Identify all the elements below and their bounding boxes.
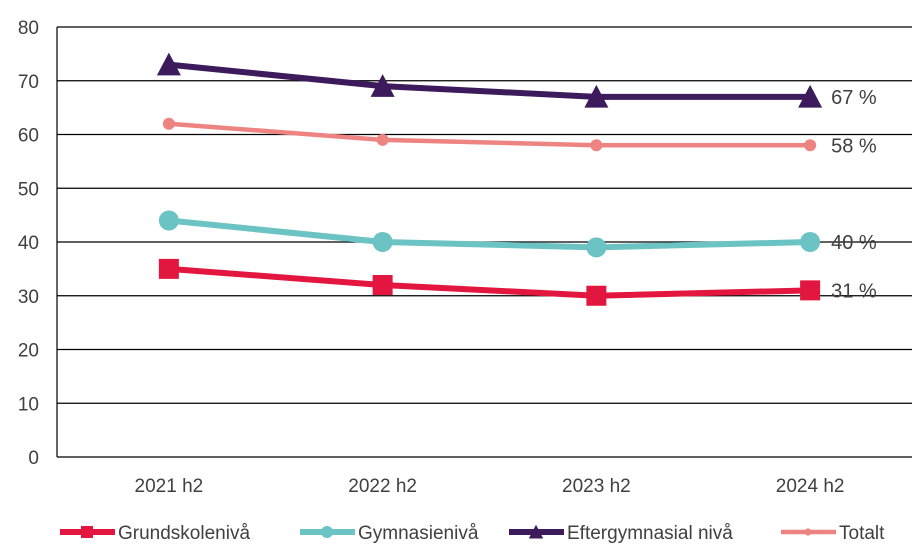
data-point	[370, 74, 395, 97]
series-1	[158, 258, 821, 306]
x-tick-label: 2024 h2	[776, 476, 845, 497]
series-3	[156, 52, 823, 108]
x-tick-label: 2023 h2	[562, 476, 631, 497]
data-point	[156, 52, 181, 76]
y-tick-label: 40	[18, 233, 39, 254]
data-point	[800, 232, 821, 252]
legend-marker	[321, 526, 333, 538]
y-tick-label: 10	[18, 394, 39, 415]
legend-item: Grundskolenivå	[60, 523, 250, 544]
x-tick-label: 2022 h2	[348, 476, 417, 497]
data-point	[372, 275, 393, 295]
legend-marker	[528, 524, 544, 539]
legend: Grundskolenivå Gymnasienivå Eftergymnasial…	[60, 523, 885, 544]
legend-label: Totalt	[839, 523, 885, 544]
legend-item: Eftergymnasial nivå	[509, 523, 733, 544]
series-line	[168, 217, 811, 251]
data-labels: 31 % 40 % 67 % 58 %	[831, 87, 877, 303]
data-point	[162, 117, 175, 130]
y-tick-label: 80	[18, 18, 39, 39]
data-point	[586, 285, 607, 306]
series-4	[162, 117, 817, 152]
x-tick-label: 2021 h2	[135, 476, 204, 497]
y-tick-label: 50	[18, 179, 39, 200]
y-tick-label: 70	[18, 72, 39, 93]
end-value-label: 40 %	[831, 232, 877, 254]
data-point	[372, 232, 393, 252]
y-tick-label: 60	[18, 126, 39, 147]
data-point	[800, 280, 821, 301]
data-point	[804, 139, 817, 152]
data-point	[590, 139, 603, 152]
legend-label: Gymnasienivå	[358, 523, 479, 544]
series-line	[168, 265, 811, 299]
legend-item: Totalt	[781, 523, 885, 544]
series-line	[168, 61, 811, 100]
data-point	[586, 237, 607, 258]
data-point	[376, 133, 389, 146]
series-group	[156, 52, 823, 306]
legend-marker	[804, 528, 812, 536]
data-point	[158, 210, 179, 231]
y-tick-label: 30	[18, 287, 39, 308]
data-point	[158, 258, 179, 279]
end-value-label: 31 %	[831, 280, 877, 302]
series-2	[158, 210, 821, 258]
end-value-label: 58 %	[831, 135, 877, 157]
y-axis: 0 10 20 30 40 50 60 70 80	[18, 18, 58, 469]
y-tick-label: 0	[28, 448, 39, 469]
x-axis: 2021 h2 2022 h2 2023 h2 2024 h2	[135, 476, 845, 497]
data-point	[584, 84, 609, 108]
end-value-label: 67 %	[831, 87, 877, 109]
legend-label: Grundskolenivå	[118, 523, 250, 544]
legend-label: Eftergymnasial nivå	[567, 523, 733, 544]
y-tick-label: 20	[18, 341, 39, 362]
legend-marker	[81, 526, 93, 538]
series-line	[168, 121, 811, 148]
legend-item: Gymnasienivå	[300, 523, 479, 544]
data-point	[798, 84, 823, 108]
